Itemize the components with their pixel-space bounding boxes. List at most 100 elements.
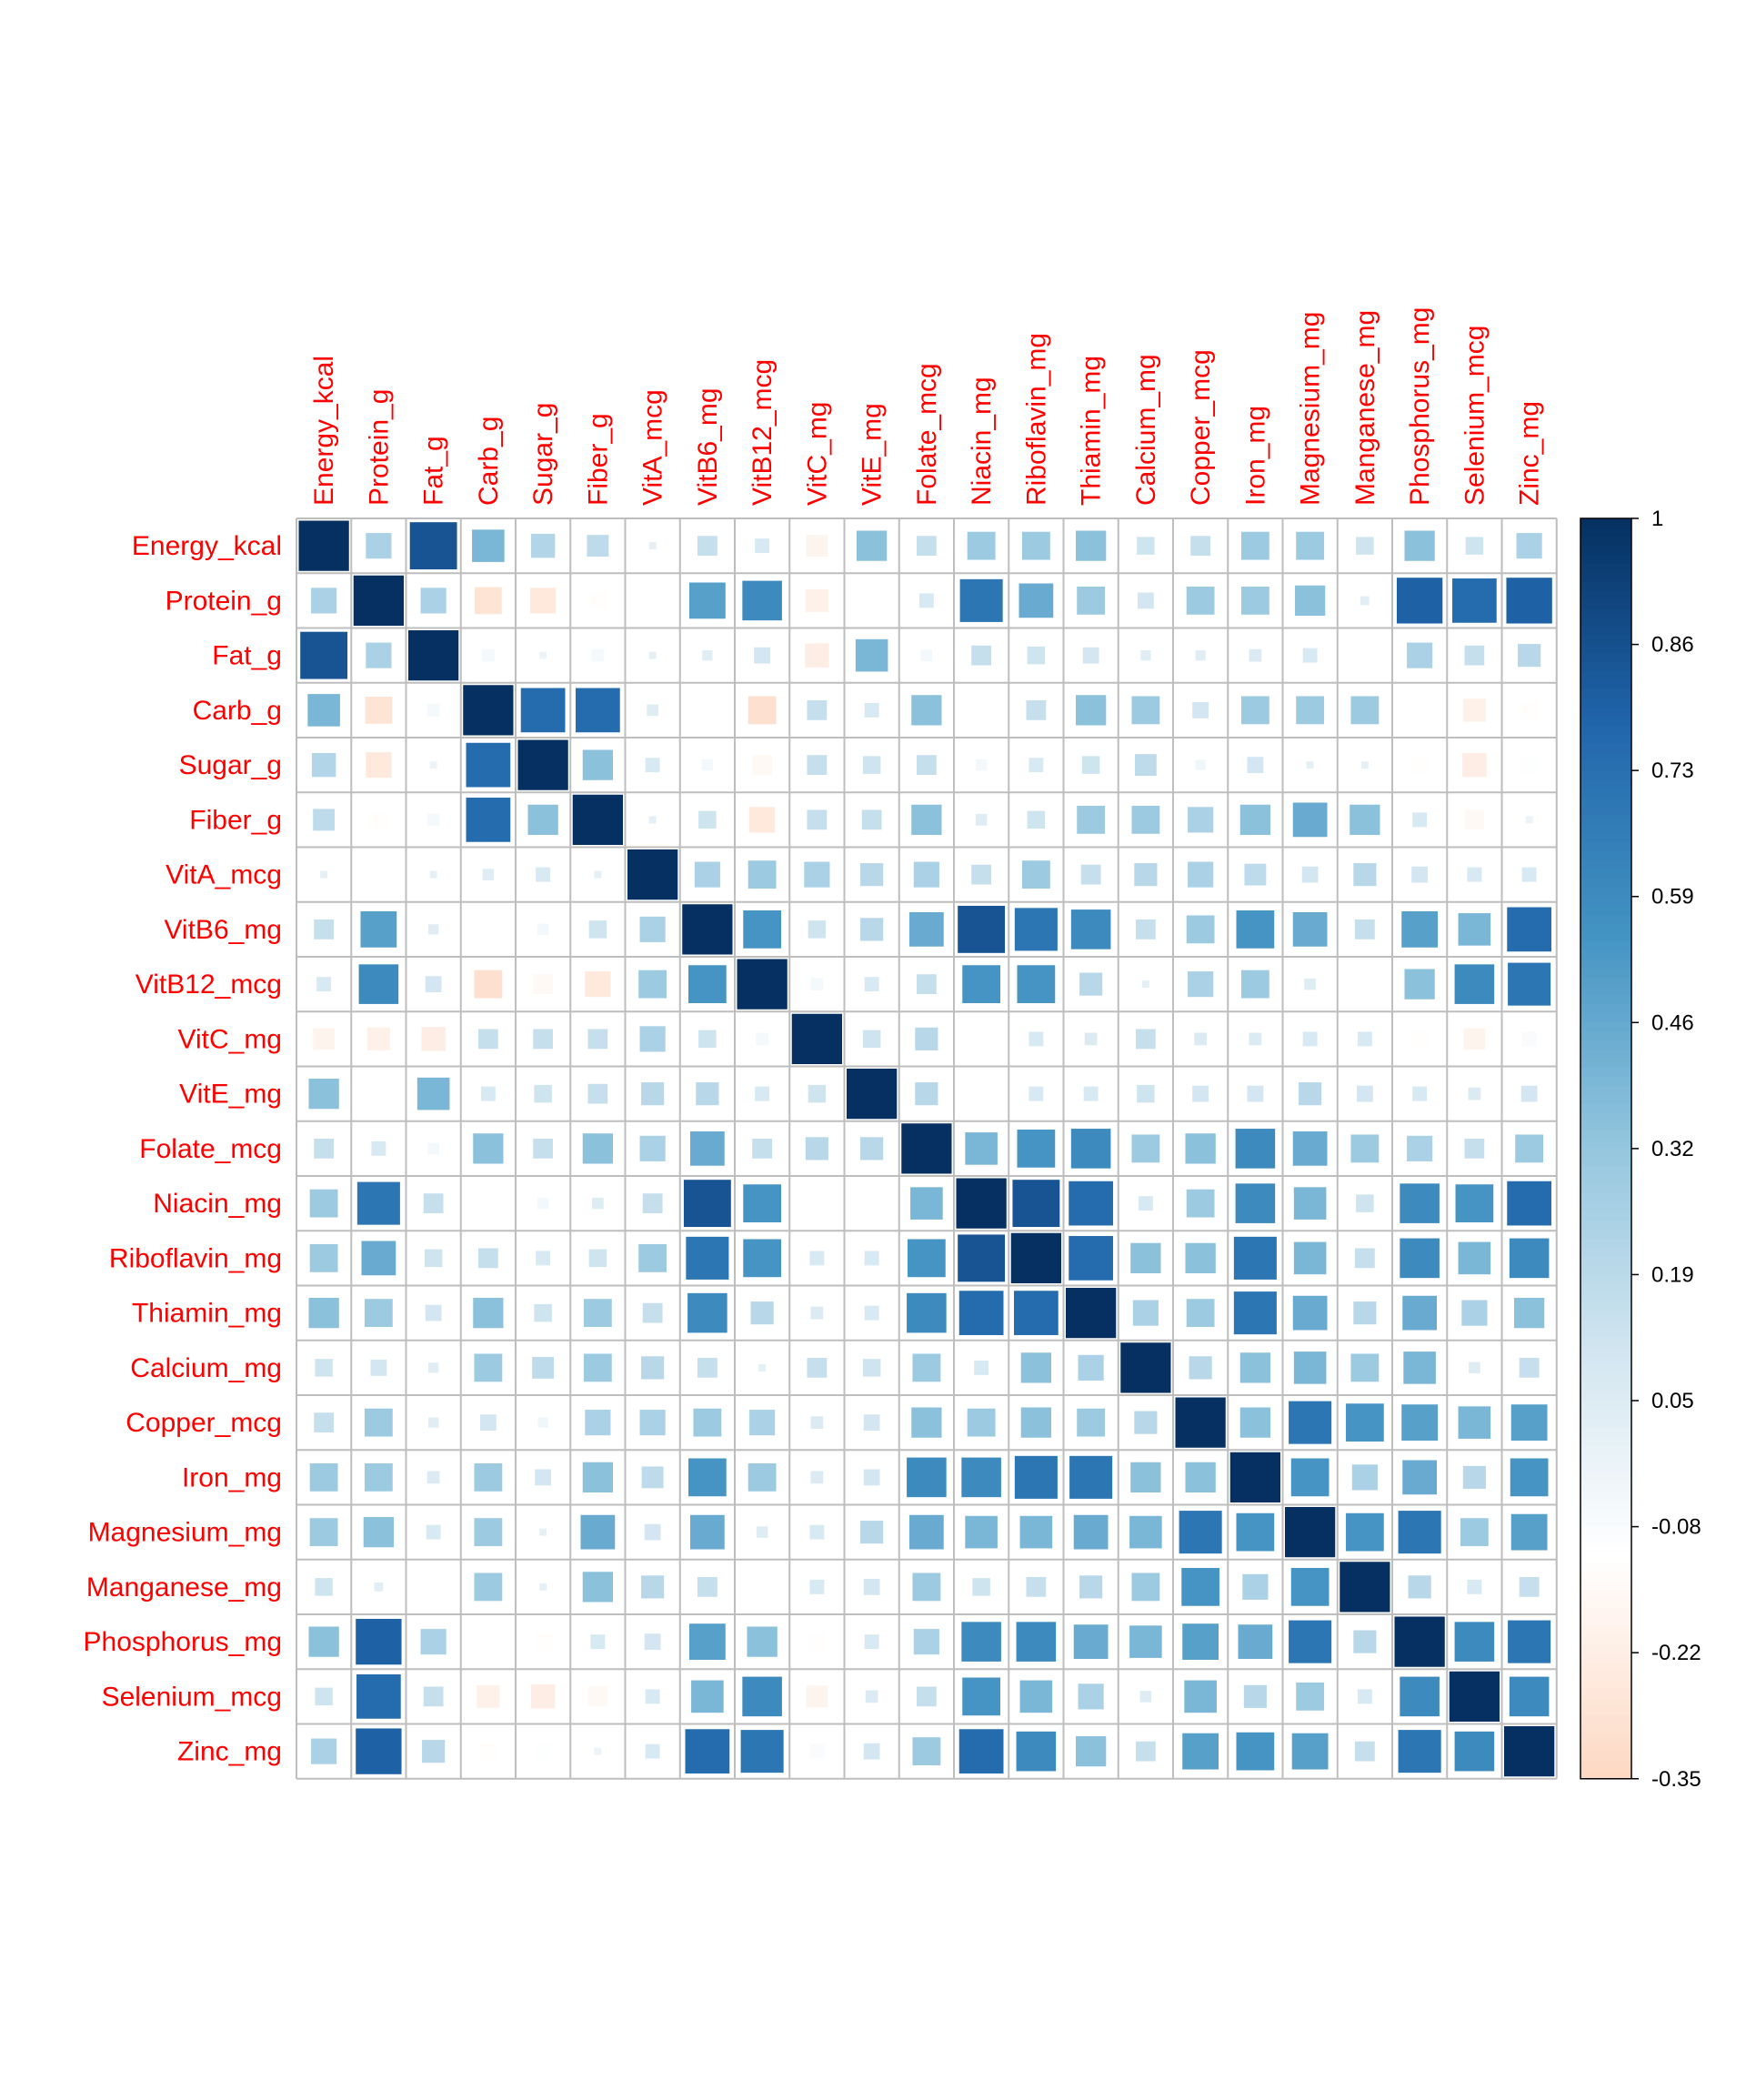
colorbar-segment — [1580, 734, 1631, 745]
corr-cell-VitC_mg-VitB6_mg — [698, 1030, 717, 1049]
corr-cell-VitB12_mcg-Copper_mcg — [1188, 971, 1214, 998]
corr-cell-Fat_g-Protein_g — [366, 642, 392, 668]
corr-cell-Fiber_g-Zinc_mg — [1525, 816, 1533, 824]
colorbar-segment — [1580, 1238, 1631, 1249]
colorbar-segment — [1580, 779, 1631, 789]
corr-cell-Fat_g-VitB12_mcg — [754, 647, 771, 664]
corr-cell-Fiber_g-Selenium_mcg — [1464, 809, 1485, 830]
corr-cell-Fat_g-Thiamin_mg — [1082, 647, 1099, 664]
corr-cell-VitA_mcg-Zinc_mg — [1521, 867, 1537, 882]
corr-cell-VitB6_mg-VitE_mg — [860, 918, 884, 941]
corr-cell-VitA_mcg-Calcium_mg — [1134, 863, 1158, 887]
column-label: VitC_mg — [802, 402, 832, 507]
corr-cell-Iron_mg-Riboflavin_mg — [1014, 1455, 1058, 1499]
colorbar-segment — [1580, 581, 1631, 591]
corr-cell-Sugar_g-Zinc_mg — [1520, 757, 1538, 774]
corr-cell-Copper_mcg-Calcium_mg — [1134, 1411, 1158, 1434]
row-label: Magnesium_mg — [88, 1518, 282, 1548]
corr-cell-VitB6_mg-Niacin_mg — [958, 905, 1006, 953]
corr-cell-Phosphorus_mg-Niacin_mg — [961, 1622, 1001, 1662]
column-label: Niacin_mg — [967, 377, 997, 506]
corr-cell-Manganese_mg-Energy_kcal — [315, 1578, 333, 1596]
row-label: Protein_g — [166, 586, 282, 616]
colorbar-segment — [1580, 1103, 1631, 1114]
corr-cell-Carb_g-VitE_mg — [864, 702, 879, 718]
row-label: Manganese_mg — [86, 1572, 282, 1603]
corr-cell-Calcium_mg-VitC_mg — [807, 1357, 828, 1378]
corr-cell-Sugar_g-VitB6_mg — [701, 759, 714, 771]
corr-cell-Folate_mcg-Phosphorus_mg — [1407, 1135, 1433, 1161]
corr-cell-Thiamin_mg-Protein_g — [364, 1299, 393, 1328]
colorbar-segment — [1580, 860, 1631, 870]
colorbar-segment — [1580, 1346, 1631, 1357]
corr-cell-Fat_g-Magnesium_mg — [1302, 648, 1318, 663]
corr-cell-Carb_g-Sugar_g — [520, 688, 566, 733]
corr-cell-Protein_g-Zinc_mg — [1506, 578, 1552, 624]
colorbar-segment — [1580, 1688, 1631, 1699]
corr-cell-Calcium_mg-Iron_mg — [1239, 1352, 1271, 1383]
corr-cell-VitC_mg-Folate_mcg — [915, 1027, 938, 1050]
colorbar-segment — [1580, 851, 1631, 861]
row-label: Thiamin_mg — [132, 1299, 282, 1329]
corr-cell-Riboflavin_mg-VitE_mg — [864, 1251, 879, 1266]
corr-cell-Carb_g-Calcium_mg — [1131, 696, 1160, 725]
corr-cell-Riboflavin_mg-Manganese_mg — [1354, 1248, 1375, 1269]
corr-cell-Riboflavin_mg-Iron_mg — [1233, 1236, 1277, 1280]
colorbar-segment — [1580, 752, 1631, 763]
corr-cell-VitC_mg-Iron_mg — [1249, 1032, 1262, 1046]
corr-cell-Selenium_mcg-Niacin_mg — [962, 1677, 1000, 1716]
corr-cell-Selenium_mcg-Sugar_g — [530, 1684, 556, 1709]
corr-cell-Copper_mcg-Fiber_g — [585, 1410, 611, 1436]
colorbar-segment — [1580, 968, 1631, 979]
colorbar-segment — [1580, 1076, 1631, 1087]
column-label: Fat_g — [419, 436, 449, 506]
colorbar-segment — [1580, 1265, 1631, 1276]
colorbar-segment — [1580, 1598, 1631, 1609]
corr-cell-Calcium_mg-Fat_g — [428, 1362, 439, 1373]
corr-cell-VitA_mcg-Fat_g — [429, 870, 437, 879]
corr-cell-Riboflavin_mg-VitB12_mcg — [743, 1239, 781, 1278]
corr-cell-VitC_mg-Sugar_g — [533, 1029, 554, 1050]
matrix-cells — [297, 519, 1556, 1778]
corr-cell-Folate_mcg-VitC_mg — [805, 1137, 828, 1161]
colorbar-segment — [1580, 1130, 1631, 1140]
corr-cell-Energy_kcal-VitC_mg — [806, 535, 828, 558]
corr-cell-Folate_mcg-Magnesium_mg — [1292, 1131, 1328, 1166]
corr-cell-Sugar_g-VitC_mg — [807, 755, 828, 776]
colorbar-segment — [1580, 1760, 1631, 1771]
corr-cell-Fiber_g-Magnesium_mg — [1292, 802, 1328, 838]
corr-cell-Energy_kcal-Zinc_mg — [1516, 533, 1542, 559]
corr-cell-Fiber_g-VitA_mcg — [648, 816, 657, 824]
colorbar-segment — [1580, 545, 1631, 556]
corr-cell-Sugar_g-Sugar_g — [517, 739, 569, 791]
colorbar-segment — [1580, 1508, 1631, 1519]
colorbar-segment — [1580, 518, 1631, 528]
corr-cell-Magnesium_mg-Copper_mcg — [1179, 1511, 1222, 1554]
colorbar-segment — [1580, 797, 1631, 808]
corr-cell-Energy_kcal-Phosphorus_mg — [1404, 530, 1435, 561]
row-label: Niacin_mg — [153, 1189, 282, 1219]
corr-cell-Fiber_g-VitE_mg — [861, 809, 882, 830]
corr-cell-Copper_mcg-Riboflavin_mg — [1020, 1407, 1052, 1438]
corr-cell-Iron_mg-VitA_mcg — [641, 1466, 664, 1489]
corr-cell-VitE_mg-Calcium_mg — [1137, 1084, 1155, 1103]
corr-cell-Niacin_mg-Calcium_mg — [1138, 1196, 1153, 1211]
corr-cell-VitB12_mcg-Selenium_mcg — [1454, 964, 1495, 1004]
corr-cell-Niacin_mg-Folate_mcg — [910, 1187, 943, 1220]
corr-cell-Carb_g-Folate_mcg — [911, 695, 942, 726]
corr-cell-Protein_g-Selenium_mcg — [1452, 578, 1497, 623]
corr-cell-Iron_mg-Protein_g — [364, 1462, 393, 1492]
corr-cell-Fiber_g-VitC_mg — [807, 809, 828, 830]
corr-cell-Sugar_g-Calcium_mg — [1134, 754, 1157, 777]
corr-cell-Calcium_mg-VitB12_mcg — [758, 1363, 767, 1372]
corr-cell-VitB12_mcg-Phosphorus_mg — [1404, 969, 1435, 1000]
corr-cell-Folate_mcg-Iron_mg — [1235, 1129, 1276, 1169]
corr-cell-VitC_mg-Fiber_g — [587, 1029, 608, 1050]
corr-cell-Magnesium_mg-VitC_mg — [809, 1524, 825, 1540]
corr-cell-Fat_g-Energy_kcal — [300, 631, 348, 679]
corr-cell-VitA_mcg-Thiamin_mg — [1080, 864, 1101, 885]
corr-cell-Fiber_g-VitB6_mg — [698, 810, 717, 829]
colorbar-tick-label: 0.05 — [1651, 1389, 1694, 1413]
corr-cell-Riboflavin_mg-Sugar_g — [536, 1251, 551, 1266]
corr-cell-VitB6_mg-Iron_mg — [1236, 910, 1275, 949]
